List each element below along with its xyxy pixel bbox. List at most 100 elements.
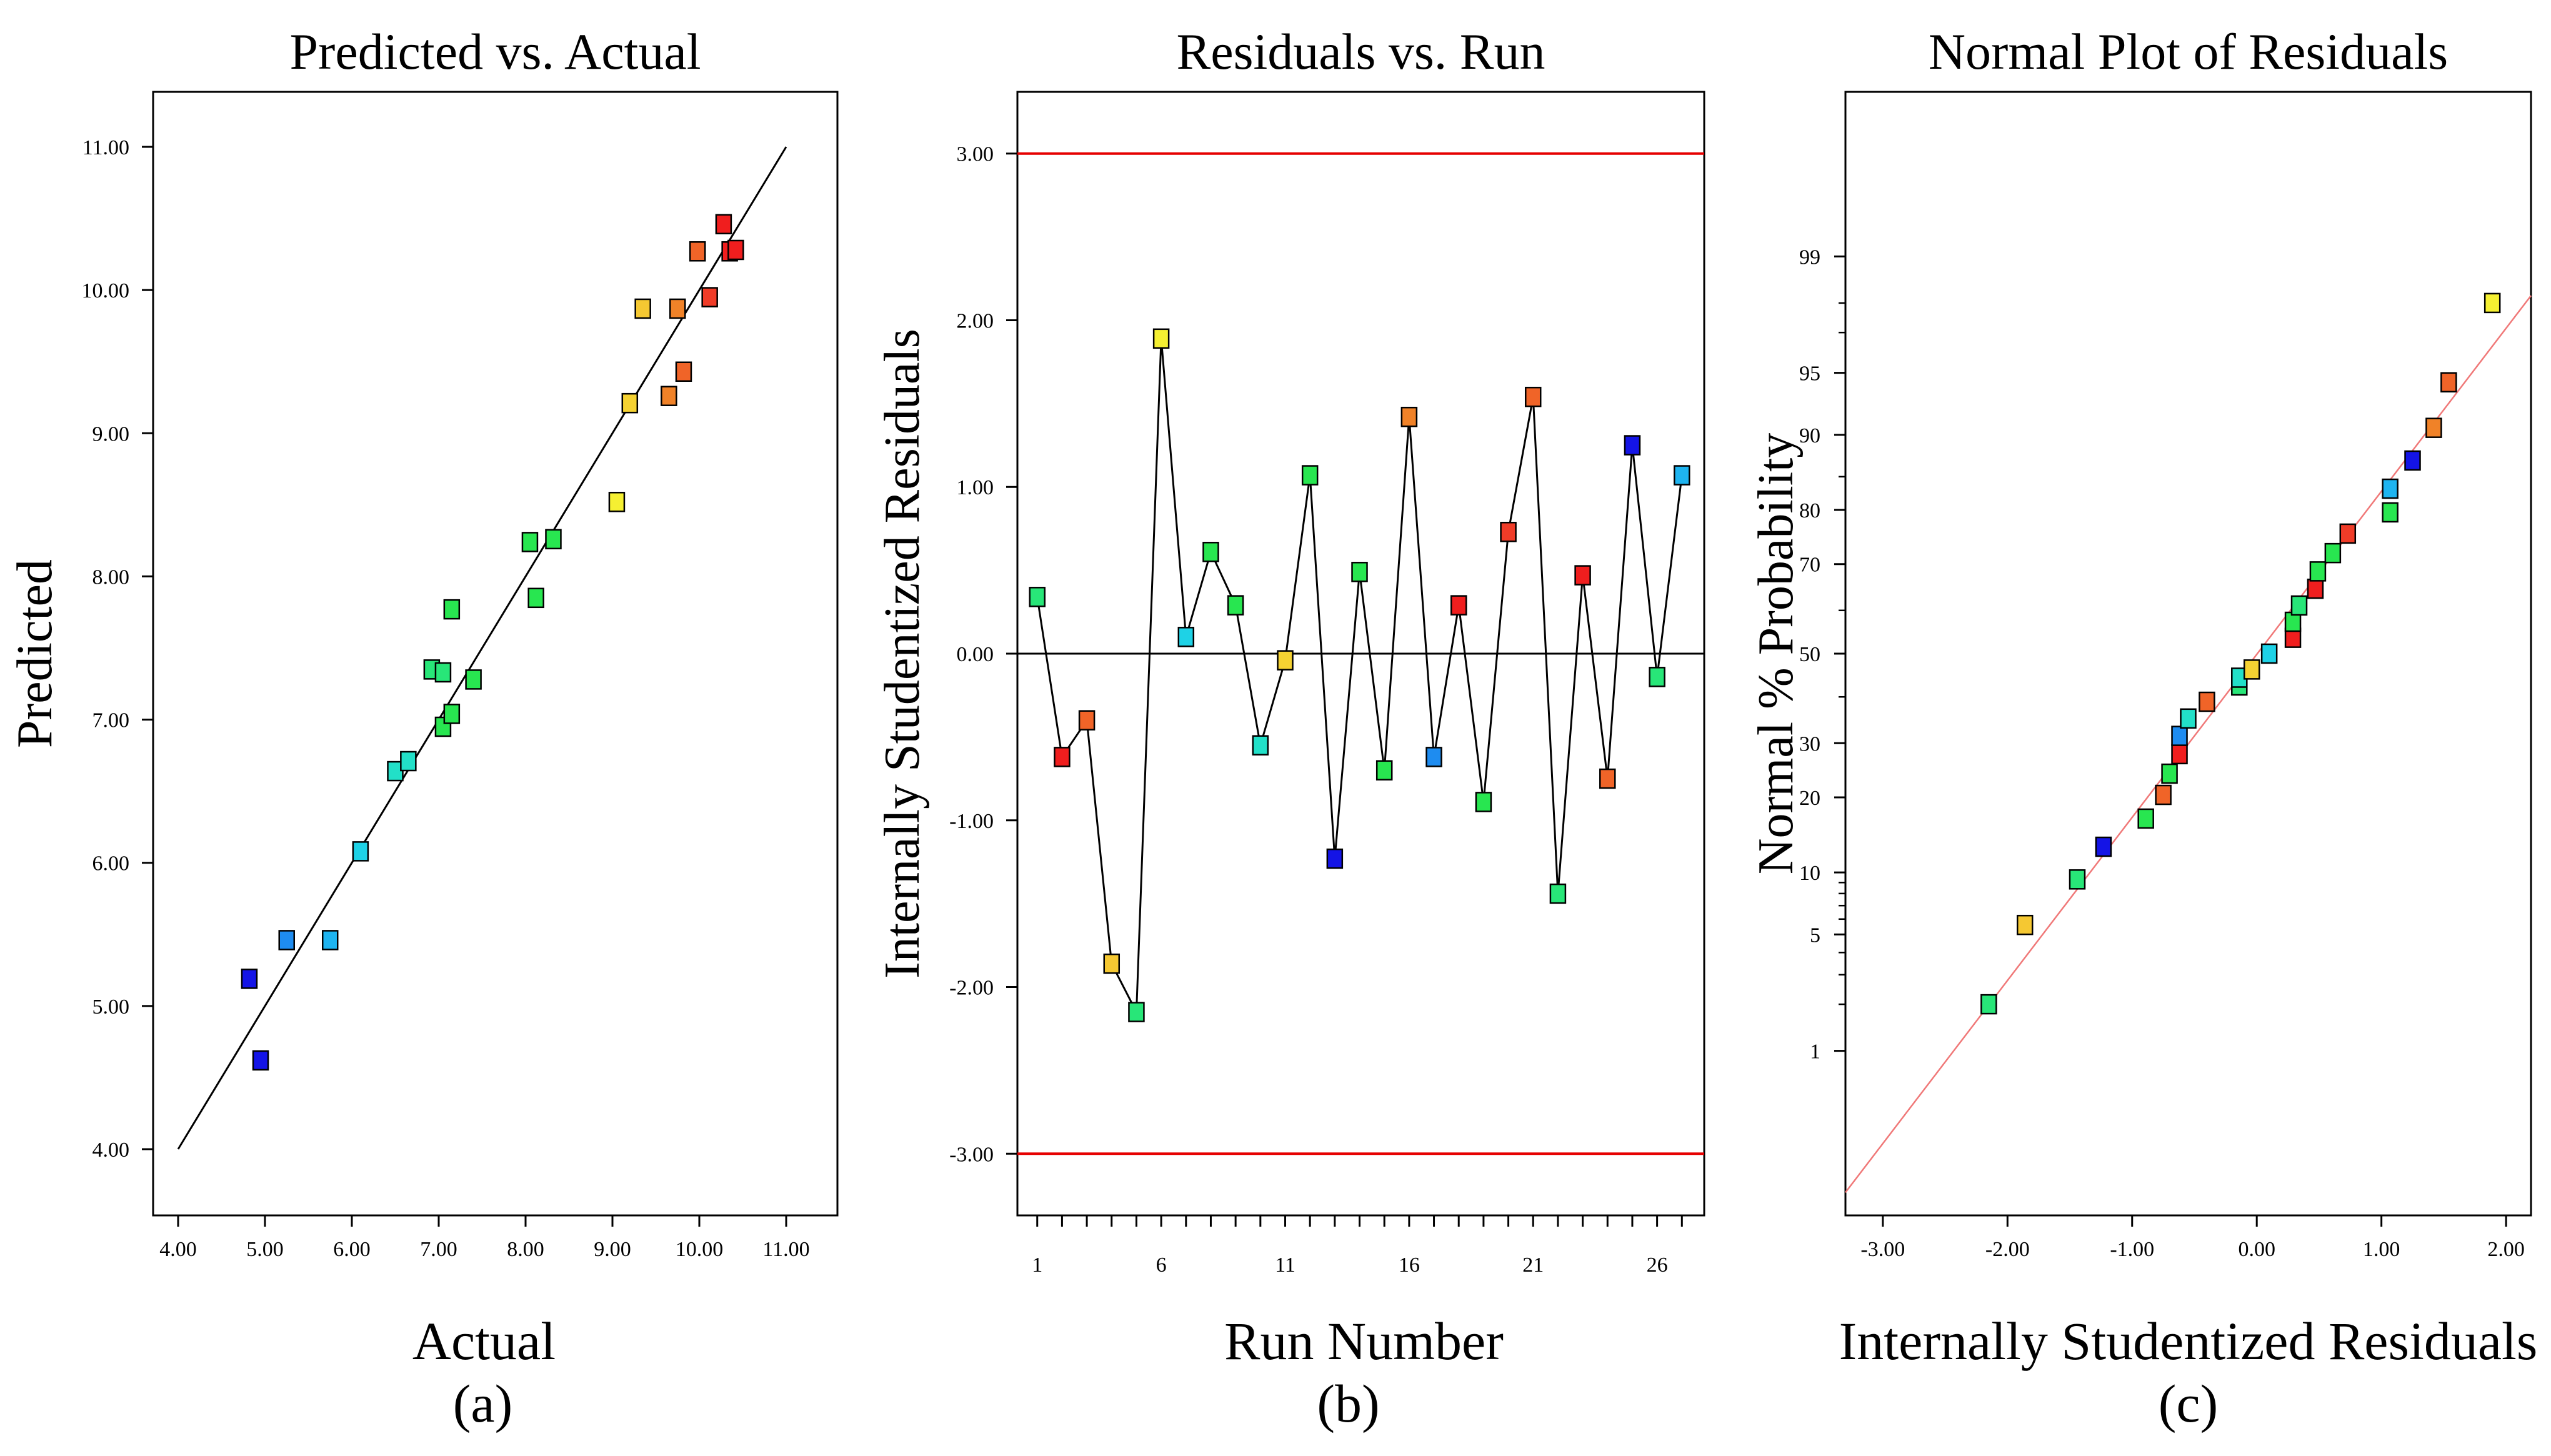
data-point-a <box>434 662 452 683</box>
y-tick-label-c: 80 <box>1799 499 1820 522</box>
y-tick-label-a: 6.00 <box>92 852 130 875</box>
data-point-c <box>2243 659 2260 680</box>
data-point-b <box>1202 542 1219 562</box>
data-point-b <box>1301 465 1319 486</box>
data-point-a <box>465 669 482 690</box>
data-point-b <box>1177 627 1195 647</box>
data-point-a <box>278 930 295 950</box>
data-point-b <box>1078 710 1096 730</box>
y-tick-label-c: 5 <box>1810 924 1820 947</box>
x-tick-label-a: 6.00 <box>333 1238 371 1261</box>
x-tick-label-b: 6 <box>1156 1254 1167 1277</box>
y-tick-label-c: 1 <box>1810 1040 1820 1064</box>
x-tick-label-c: 2.00 <box>2487 1238 2525 1261</box>
y-tick-label-b: -1.00 <box>949 810 994 833</box>
y-axis-label-c: Normal % Probability <box>1749 433 1804 875</box>
y-tick-label-c: 70 <box>1799 554 1820 577</box>
y-tick-label-a: 10.00 <box>82 279 130 302</box>
data-point-b <box>1599 768 1616 789</box>
data-point-b <box>1574 565 1591 586</box>
x-tick-label-c: -3.00 <box>1860 1238 1905 1261</box>
data-point-a <box>715 214 732 234</box>
y-tick-label-a: 8.00 <box>92 566 130 589</box>
data-point-c <box>2382 502 2399 523</box>
x-tick-label-b: 21 <box>1522 1254 1544 1277</box>
data-point-a <box>322 930 339 950</box>
data-point-c <box>2161 763 2178 784</box>
data-point-b <box>1549 883 1567 904</box>
data-point-c <box>2171 744 2188 765</box>
plot-frame-c <box>1844 91 2532 1217</box>
y-tick-label-b: 1.00 <box>957 476 994 499</box>
chart-title-b: Residuals vs. Run <box>1177 23 1545 80</box>
x-tick-label-b: 26 <box>1647 1254 1668 1277</box>
y-tick-label-a: 9.00 <box>92 422 130 446</box>
data-point-a <box>634 298 651 319</box>
data-point-c <box>2069 869 2086 890</box>
data-point-c <box>2339 523 2357 544</box>
data-point-a <box>621 392 639 414</box>
panel-caption-a: (a) <box>453 1374 512 1434</box>
data-point-b <box>1450 595 1467 616</box>
reference-line-c <box>1845 295 2532 1193</box>
data-point-b <box>1128 1002 1145 1022</box>
data-point-b <box>1524 386 1542 407</box>
data-point-a <box>434 716 452 737</box>
x-tick-label-b: 16 <box>1399 1254 1420 1277</box>
y-tick-label-a: 4.00 <box>92 1139 130 1162</box>
data-point-c <box>2260 643 2278 664</box>
x-tick-label-a: 10.00 <box>676 1238 724 1261</box>
x-tick-label-a: 5.00 <box>246 1238 284 1261</box>
x-tick-label-c: 0.00 <box>2238 1238 2275 1261</box>
data-point-c <box>2016 914 2034 935</box>
data-point-b <box>1326 848 1344 869</box>
data-point-c <box>2155 784 2172 805</box>
data-point-b <box>1029 587 1046 607</box>
y-tick-label-b: -2.00 <box>949 977 994 1000</box>
data-point-a <box>252 1050 269 1071</box>
panel-caption-b: (b) <box>1317 1374 1379 1434</box>
chart-title-c: Normal Plot of Residuals <box>1929 23 2448 80</box>
data-point-c <box>2199 691 2215 712</box>
data-point-b <box>1400 406 1418 427</box>
data-point-c <box>2324 542 2342 564</box>
y-tick-label-a: 11.00 <box>82 136 129 159</box>
x-tick-label-a: 4.00 <box>159 1238 197 1261</box>
y-tick-label-a: 7.00 <box>92 709 130 732</box>
y-tick-label-c: 50 <box>1799 643 1820 666</box>
y-tick-label-c: 99 <box>1799 246 1820 269</box>
data-point-a <box>352 841 369 862</box>
data-point-a <box>727 239 744 261</box>
y-tick-label-b: 0.00 <box>957 643 994 666</box>
x-tick-label-c: 1.00 <box>2363 1238 2400 1261</box>
x-tick-label-a: 9.00 <box>594 1238 631 1261</box>
data-point-a <box>443 704 461 724</box>
data-point-a <box>241 969 258 989</box>
y-tick-label-c: 95 <box>1799 362 1820 386</box>
data-point-a <box>521 532 539 552</box>
data-point-c <box>2309 561 2327 582</box>
x-tick-label-a: 7.00 <box>420 1238 457 1261</box>
data-point-b <box>1227 595 1244 616</box>
y-tick-label-c: 20 <box>1799 787 1820 810</box>
data-point-a <box>689 241 706 262</box>
data-point-c <box>2404 450 2421 471</box>
data-point-c <box>2382 478 2399 499</box>
data-point-b <box>1475 792 1492 812</box>
data-point-b <box>1103 953 1121 974</box>
data-point-a <box>669 298 686 319</box>
data-point-a <box>443 599 461 620</box>
data-point-a <box>545 529 562 550</box>
data-point-a <box>608 492 626 512</box>
x-tick-label-c: -2.00 <box>1985 1238 2030 1261</box>
panel-predicted-vs-actual: Predicted vs. Actual 4.00 5.00 6.00 7.00 8.00… <box>7 23 839 1434</box>
data-point-b <box>1674 465 1690 486</box>
data-point-b <box>1351 562 1368 582</box>
y-tick-label-c: 10 <box>1799 862 1820 885</box>
data-point-c <box>2137 808 2154 829</box>
data-point-b <box>1152 328 1170 349</box>
x-axis-label-b: Run Number <box>1224 1311 1504 1371</box>
data-point-a <box>400 750 417 772</box>
data-point-a <box>675 361 692 382</box>
